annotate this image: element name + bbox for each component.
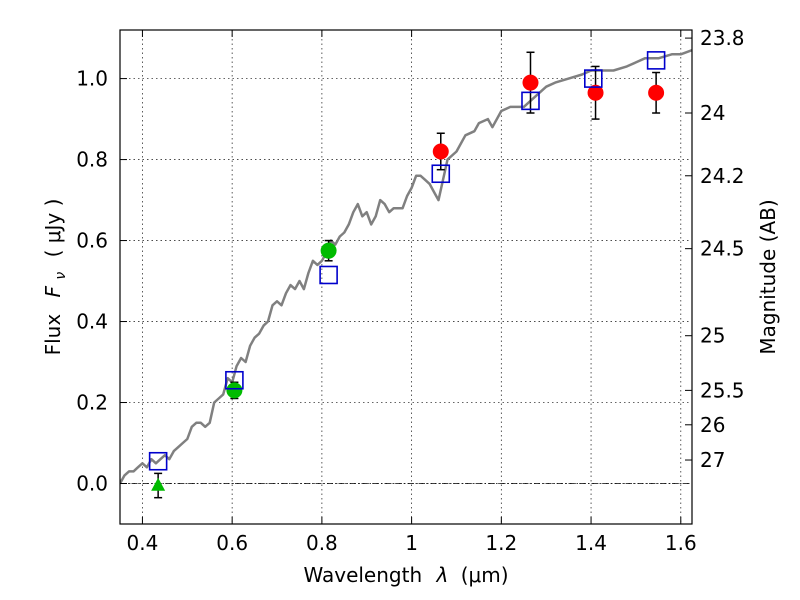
model-photometry-square [646,51,666,70]
x-tick-label: 1.6 [665,531,697,555]
data-point-circle [226,382,243,399]
ticks-layer: 0.4 0.6 0.8 1 1.2 1.4 1.6 0.0 0.2 0.4 0.6 0.8 1.0 23.… [76,26,744,555]
x-tick-label: 0.8 [306,531,338,555]
model-photometry-square [521,91,540,111]
data-point-circle [432,143,449,160]
model-photometry-square [319,265,338,285]
y-tick-label: 0.2 [76,391,108,415]
right-tick-label: 26 [700,413,725,437]
x-axis-label-text: Wavelength [303,563,422,587]
data-point-circle [522,74,539,91]
model-photometry-square [584,69,603,88]
x-tick-label: 1.4 [575,531,607,555]
model-spectrum-line [120,49,692,485]
data-point-circle [320,242,337,259]
x-tick-label: 1 [405,531,418,555]
x-axis-label-symbol: λ [436,563,449,587]
y-axis-label-symbol: F [41,285,65,297]
right-tick-label: 27 [700,448,725,472]
y-tick-label: 0.8 [76,148,108,172]
x-axis-label: Wavelength λ (μm) [303,563,508,587]
x-tick-label: 0.4 [127,531,159,555]
model-photometry-square [148,451,168,471]
x-tick-label: 0.6 [216,531,248,555]
right-tick-label: 25.5 [700,378,745,402]
data-points-layer [148,51,666,499]
y-tick-label: 1.0 [76,67,108,91]
right-tick-label: 24.5 [700,237,745,261]
right-tick-label: 24 [700,101,725,125]
y-axis-label-subscript: ν [53,272,69,280]
right-tick-label: 25 [700,324,725,348]
right-tick-label: 24.2 [700,164,745,188]
y-tick-label: 0.0 [76,472,108,496]
y-tick-label: 0.4 [76,310,108,334]
model-curve-layer [120,49,692,485]
right-axis-label: Magnitude (AB) [756,199,780,354]
x-tick-label: 1.2 [485,531,517,555]
model-photometry-square [431,164,451,184]
x-axis-label-unit: (μm) [461,563,509,587]
data-point-triangle [151,477,166,491]
y-axis-label-unit: ( μJy ) [41,199,65,258]
y-axis-label: Flux F ν ( μJy ) [41,199,70,356]
model-photometry-square [225,370,244,390]
data-point-circle [587,84,604,101]
plot-frame [119,29,693,525]
y-axis-label-text: Flux [41,314,65,356]
right-tick-label: 23.8 [700,26,745,50]
data-point-circle [648,84,665,101]
y-tick-label: 0.6 [76,229,108,253]
